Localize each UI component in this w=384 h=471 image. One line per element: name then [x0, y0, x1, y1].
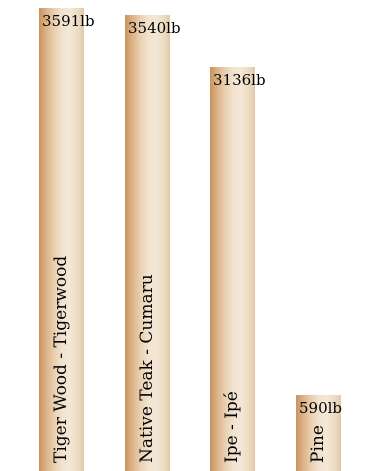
bar-value-label: 3591lb	[42, 12, 95, 30]
bar-category-label: Ipe - Ipé	[221, 391, 242, 463]
bar-value-label: 3540lb	[128, 19, 181, 37]
bar-3: 3136lb Ipe - Ipé	[210, 67, 266, 471]
bar-category-label: Pine	[307, 425, 328, 463]
bar-value-label: 590lb	[299, 399, 343, 417]
bar-value-label: 3136lb	[213, 71, 266, 89]
bar-4: 590lb Pine	[296, 395, 343, 471]
bar-1: 3591lb Tiger Wood - Tigerwood	[39, 8, 95, 471]
bar-2: 3540lb Native Teak - Cumaru	[125, 15, 181, 471]
bar-category-label: Native Teak - Cumaru	[136, 274, 157, 463]
bar-category-label: Tiger Wood - Tigerwood	[50, 255, 71, 463]
